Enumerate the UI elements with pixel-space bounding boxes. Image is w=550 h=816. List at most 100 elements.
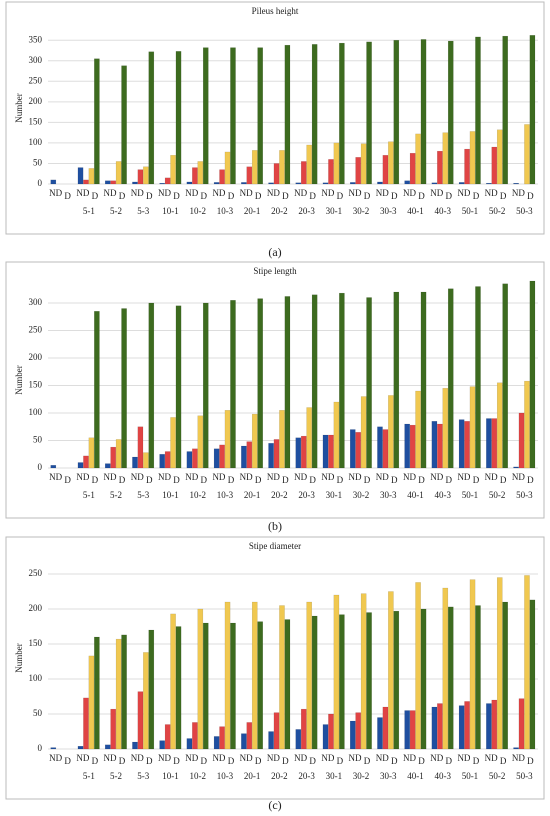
y-tick-label: 50 [33, 708, 43, 718]
bar [224, 601, 231, 750]
bar [388, 395, 394, 469]
x-tick-label: 40-3 [434, 206, 451, 216]
sub-label: ND [403, 472, 416, 482]
bar [524, 124, 530, 185]
bar [273, 439, 280, 469]
bar [246, 722, 253, 750]
bar [115, 439, 122, 469]
bar [360, 396, 367, 469]
y-axis-label: Number [14, 93, 24, 123]
bar [502, 35, 508, 185]
bar [94, 311, 100, 469]
sub-label: ND [430, 753, 443, 763]
bar [355, 432, 361, 469]
bar [524, 380, 530, 469]
bar [219, 726, 225, 750]
bar [404, 423, 410, 469]
sub-label: ND [485, 188, 498, 198]
bar [355, 157, 361, 185]
bar [77, 746, 84, 750]
x-tick-label: 30-1 [326, 771, 343, 781]
bar [496, 129, 503, 185]
y-tick-label: 100 [29, 137, 43, 147]
bar [213, 448, 220, 469]
y-tick-label: 100 [29, 673, 43, 683]
y-tick-label: 0 [38, 743, 43, 753]
bar [50, 465, 57, 469]
bar [197, 161, 204, 185]
sub-label: D [445, 756, 452, 766]
sub-label: D [500, 191, 507, 201]
bar [143, 452, 149, 469]
bar [241, 182, 247, 185]
bar [197, 415, 204, 469]
bar [366, 612, 372, 750]
x-tick-label: 5-3 [137, 490, 149, 500]
bar [83, 179, 89, 185]
bar [306, 407, 312, 469]
bar [431, 421, 438, 469]
x-tick-label: 5-2 [110, 206, 122, 216]
bar [328, 159, 334, 185]
bar [192, 448, 198, 469]
sub-label: D [146, 191, 153, 201]
sub-label: ND [457, 753, 470, 763]
bar [175, 51, 182, 185]
bar [333, 401, 340, 469]
bar [137, 169, 144, 185]
x-tick-label: 20-1 [244, 206, 261, 216]
bar [524, 575, 530, 750]
bar [300, 161, 307, 185]
bar [513, 466, 519, 469]
bar [273, 712, 280, 750]
y-axis-label: Number [14, 365, 24, 395]
x-tick-label: 30-3 [380, 490, 397, 500]
sub-label: ND [240, 753, 253, 763]
sub-label: D [418, 756, 425, 766]
sub-label: D [391, 756, 398, 766]
bar [148, 302, 155, 469]
x-tick-label: 30-3 [380, 206, 397, 216]
bar [83, 697, 89, 750]
bar [295, 729, 302, 750]
bar [442, 587, 449, 750]
bar [50, 179, 57, 185]
bar [246, 166, 253, 185]
sub-label: D [445, 191, 452, 201]
y-tick-label: 200 [29, 96, 43, 106]
bar [121, 65, 127, 185]
bar [159, 182, 165, 185]
x-tick-label: 50-3 [516, 490, 533, 500]
bar [241, 445, 247, 469]
bar [175, 626, 182, 750]
sub-label: D [119, 756, 126, 766]
bar [322, 724, 329, 750]
bar [437, 150, 443, 185]
x-tick-label: 30-3 [380, 771, 397, 781]
panel-border [5, 536, 545, 800]
bar [458, 705, 465, 750]
x-tick-label: 10-3 [217, 490, 234, 500]
bar [143, 652, 149, 750]
sub-label: ND [321, 472, 334, 482]
bar [518, 698, 525, 750]
bar [431, 182, 438, 185]
sub-label: D [282, 475, 289, 485]
sub-label: ND [212, 472, 225, 482]
bar [382, 706, 389, 750]
bar [170, 417, 176, 469]
bar [186, 451, 193, 469]
sub-label: ND [131, 753, 144, 763]
bar [88, 437, 95, 469]
bar [388, 591, 394, 750]
bar [393, 40, 400, 185]
bar [339, 292, 345, 469]
sub-label: D [473, 191, 480, 201]
x-tick-label: 40-3 [434, 490, 451, 500]
x-tick-label: 20-2 [271, 771, 288, 781]
sub-label: D [364, 756, 371, 766]
y-tick-label: 250 [29, 325, 43, 335]
sub-label: ND [485, 472, 498, 482]
bar [486, 418, 492, 469]
